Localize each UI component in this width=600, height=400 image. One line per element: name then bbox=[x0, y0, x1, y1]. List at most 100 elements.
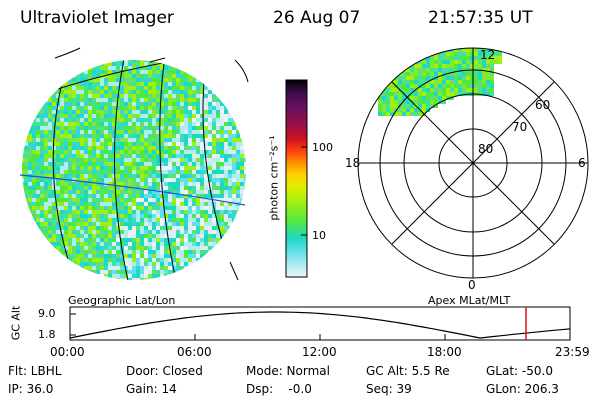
image-pixel bbox=[128, 182, 132, 186]
image-pixel bbox=[152, 194, 156, 198]
image-pixel bbox=[430, 84, 434, 88]
image-pixel bbox=[212, 246, 216, 250]
image-pixel bbox=[44, 278, 48, 280]
image-pixel bbox=[168, 154, 172, 158]
image-pixel bbox=[398, 52, 402, 56]
image-pixel bbox=[208, 146, 212, 150]
image-pixel bbox=[32, 62, 36, 66]
image-pixel bbox=[100, 270, 104, 274]
image-pixel bbox=[84, 246, 88, 250]
image-pixel bbox=[144, 198, 148, 202]
image-pixel bbox=[196, 74, 200, 78]
image-pixel bbox=[22, 186, 24, 190]
image-pixel bbox=[184, 138, 188, 142]
image-pixel bbox=[244, 278, 246, 280]
image-pixel bbox=[24, 106, 28, 110]
image-pixel bbox=[184, 238, 188, 242]
image-pixel bbox=[212, 262, 216, 266]
image-pixel bbox=[140, 126, 144, 130]
image-pixel bbox=[168, 174, 172, 178]
image-pixel bbox=[216, 98, 220, 102]
image-pixel bbox=[188, 90, 192, 94]
image-pixel bbox=[124, 118, 128, 122]
image-pixel bbox=[68, 242, 72, 246]
image-pixel bbox=[240, 210, 244, 214]
image-pixel bbox=[128, 78, 132, 82]
image-pixel bbox=[112, 134, 116, 138]
image-pixel bbox=[22, 62, 24, 66]
image-pixel bbox=[44, 222, 48, 226]
image-pixel bbox=[48, 182, 52, 186]
image-pixel bbox=[124, 194, 128, 198]
image-pixel bbox=[168, 262, 172, 266]
image-pixel bbox=[148, 122, 152, 126]
image-pixel bbox=[180, 238, 184, 242]
image-pixel bbox=[76, 110, 80, 114]
image-pixel bbox=[434, 100, 438, 104]
image-pixel bbox=[40, 278, 44, 280]
image-pixel bbox=[450, 96, 454, 100]
image-pixel bbox=[184, 118, 188, 122]
image-pixel bbox=[32, 182, 36, 186]
image-pixel bbox=[168, 94, 172, 98]
image-pixel bbox=[406, 76, 410, 80]
image-pixel bbox=[228, 82, 232, 86]
image-pixel bbox=[140, 122, 144, 126]
image-pixel bbox=[24, 238, 28, 242]
image-pixel bbox=[44, 154, 48, 158]
image-pixel bbox=[22, 78, 24, 82]
image-pixel bbox=[84, 254, 88, 258]
image-pixel bbox=[196, 154, 200, 158]
image-pixel bbox=[176, 214, 180, 218]
image-pixel bbox=[124, 254, 128, 258]
image-pixel bbox=[112, 198, 116, 202]
image-pixel bbox=[148, 270, 152, 274]
image-pixel bbox=[28, 250, 32, 254]
image-pixel bbox=[228, 226, 232, 230]
image-pixel bbox=[148, 246, 152, 250]
image-pixel bbox=[176, 194, 180, 198]
image-pixel bbox=[208, 274, 212, 278]
image-pixel bbox=[148, 254, 152, 258]
image-pixel bbox=[40, 262, 44, 266]
image-pixel bbox=[454, 80, 458, 84]
image-pixel bbox=[64, 154, 68, 158]
image-pixel bbox=[386, 96, 390, 100]
image-pixel bbox=[28, 170, 32, 174]
image-pixel bbox=[212, 142, 216, 146]
image-pixel bbox=[192, 158, 196, 162]
image-pixel bbox=[148, 118, 152, 122]
image-pixel bbox=[394, 56, 398, 60]
image-pixel bbox=[120, 202, 124, 206]
image-pixel bbox=[156, 110, 160, 114]
image-pixel bbox=[100, 150, 104, 154]
image-pixel bbox=[184, 162, 188, 166]
image-pixel bbox=[144, 86, 148, 90]
image-pixel bbox=[128, 162, 132, 166]
image-pixel bbox=[164, 270, 168, 274]
image-pixel bbox=[180, 218, 184, 222]
image-pixel bbox=[40, 182, 44, 186]
image-pixel bbox=[184, 158, 188, 162]
image-pixel bbox=[228, 170, 232, 174]
image-pixel bbox=[48, 166, 52, 170]
image-pixel bbox=[140, 102, 144, 106]
image-pixel bbox=[236, 106, 240, 110]
image-pixel bbox=[240, 110, 244, 114]
image-pixel bbox=[116, 114, 120, 118]
image-pixel bbox=[196, 182, 200, 186]
image-pixel bbox=[52, 258, 56, 262]
image-pixel bbox=[478, 76, 482, 80]
image-pixel bbox=[458, 68, 462, 72]
image-pixel bbox=[68, 266, 72, 270]
image-pixel bbox=[88, 94, 92, 98]
image-pixel bbox=[446, 88, 450, 92]
image-pixel bbox=[120, 126, 124, 130]
image-pixel bbox=[378, 48, 382, 52]
image-pixel bbox=[200, 254, 204, 258]
image-pixel bbox=[184, 86, 188, 90]
image-pixel bbox=[418, 52, 422, 56]
image-pixel bbox=[208, 122, 212, 126]
image-pixel bbox=[208, 178, 212, 182]
image-pixel bbox=[32, 214, 36, 218]
